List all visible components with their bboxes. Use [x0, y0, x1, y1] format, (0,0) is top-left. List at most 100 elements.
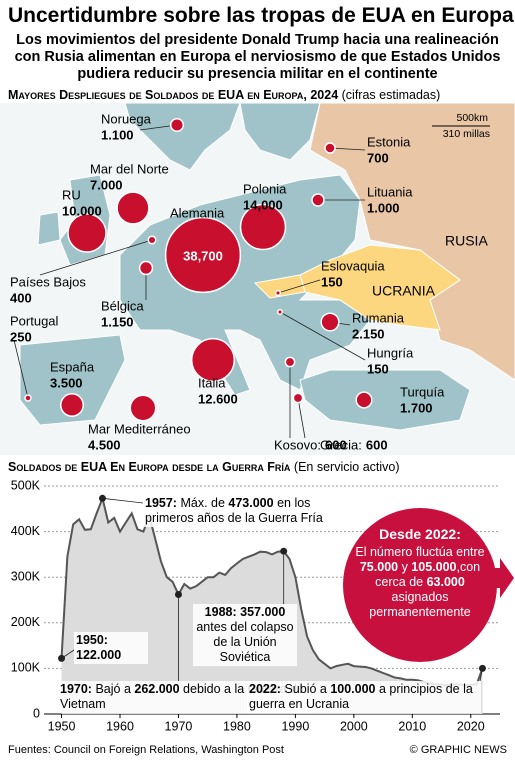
- y-tick-label: 200K: [11, 615, 41, 629]
- map-subtitle: (cifras estimadas): [341, 88, 441, 102]
- scale-label: 310 millas: [443, 128, 490, 140]
- text-part: antes del colapso de la Unión Soviética: [196, 620, 294, 664]
- point-name: Mar Mediterráneo: [88, 421, 191, 436]
- point-value: 600: [325, 437, 347, 452]
- point-value: 150: [367, 361, 389, 376]
- text-part: en los primeros años de la Guerra Fría: [145, 496, 323, 525]
- leader: [13, 339, 29, 399]
- leader: [279, 311, 366, 361]
- point-value: 12.600: [198, 391, 238, 406]
- bubble: [190, 337, 236, 383]
- point-name: Bélgica: [101, 298, 144, 313]
- leader: [277, 279, 321, 294]
- callout-circle: [343, 508, 497, 662]
- annotation: 1950: 122.000: [74, 632, 148, 664]
- text-part: 1957:: [145, 496, 177, 510]
- point-name: Estonia: [367, 134, 411, 149]
- bubble: [116, 191, 150, 225]
- x-tick-label: 2020: [457, 719, 485, 733]
- point-value: 400: [10, 290, 32, 305]
- point-value: 1.000: [367, 200, 400, 215]
- x-tick-label: 1980: [223, 719, 251, 733]
- bubble: [129, 394, 157, 422]
- bubble: [274, 289, 282, 297]
- point-value: 600: [366, 437, 388, 452]
- point-name: Lituania: [367, 184, 413, 199]
- marker: [280, 547, 288, 555]
- marker: [174, 591, 182, 599]
- text-part: 1970:: [60, 682, 92, 696]
- bubble: [276, 308, 284, 316]
- bubble: [311, 193, 325, 207]
- credit: © GRAPHIC NEWS: [409, 744, 507, 756]
- map-label: RUSIA: [445, 233, 488, 249]
- bubble: [324, 142, 336, 154]
- marker: [58, 654, 66, 662]
- bubble: [355, 391, 373, 409]
- map-title: Mayores Despliegues de Soldados de EUA e…: [8, 88, 339, 102]
- point-name: Países Bajos: [10, 274, 86, 289]
- leader: [39, 239, 153, 276]
- annotation: 1957: Máx. de 473.000 en los primeros añ…: [143, 495, 337, 527]
- leader: [297, 397, 306, 439]
- y-tick-label: 500K: [11, 478, 41, 492]
- text-part: 262.000: [134, 682, 180, 696]
- point-name: Polonia: [243, 181, 287, 196]
- text-part: 1950:: [76, 633, 108, 647]
- bubble: [164, 216, 242, 294]
- x-tick-label: 2000: [340, 719, 368, 733]
- point-name: España: [50, 359, 95, 374]
- text-part: 105.000: [411, 560, 457, 574]
- subtitle: Los movimientos del presidente Donald Tr…: [14, 32, 501, 82]
- x-tick-label: 2010: [398, 719, 426, 733]
- text-part: 2022:: [249, 682, 281, 696]
- callout-text: El número fluctúa entre 75.000 y 105.000…: [355, 545, 485, 620]
- map-label: UCRANIA: [372, 283, 436, 299]
- text-part: a principios de la guerra en Ucrania: [249, 682, 473, 711]
- x-tick-label: 1990: [281, 719, 309, 733]
- point-value: 3.500: [50, 375, 83, 390]
- annotation: 2022: Subió a 100.000 a principios de la…: [247, 681, 481, 713]
- point-value: 4.500: [88, 437, 121, 452]
- x-tick-label: 1970: [165, 719, 193, 733]
- point-name: Rumania: [352, 310, 405, 325]
- point-value: 7.000: [90, 177, 123, 192]
- point-value: 38,700: [183, 248, 223, 263]
- bubble: [169, 117, 185, 133]
- y-tick-label: 100K: [11, 661, 41, 675]
- point-name: Eslovaquia: [321, 258, 385, 273]
- scale-label: 500km: [456, 112, 488, 124]
- text-part: asignados permanentemente: [369, 590, 471, 619]
- leader: [102, 497, 144, 504]
- marker: [98, 494, 106, 502]
- point-value: 1.150: [101, 314, 134, 329]
- point-value: 2.150: [352, 326, 385, 341]
- point-value: 700: [367, 150, 389, 165]
- text-part: 473.000: [228, 496, 274, 510]
- text-part: El número fluctúa entre: [355, 545, 485, 559]
- title: Uncertidumbre sobre las tropas de EUA en…: [8, 4, 514, 27]
- bubble: [138, 260, 154, 276]
- point-name: Portugal: [10, 313, 59, 328]
- point-value: 10.000: [62, 203, 102, 218]
- chart-header: Soldados de EUA En Europa desde la Guerr…: [8, 460, 400, 474]
- text-part: 122.000: [76, 648, 122, 662]
- bubble: [67, 213, 107, 253]
- text-part: ,con cerca de: [375, 560, 481, 589]
- point-value: 150: [321, 274, 343, 289]
- text-part: Bajó a: [91, 682, 135, 696]
- point-name: Alemania: [170, 205, 225, 220]
- chart-title: Soldados de EUA En Europa desde la Guerr…: [8, 460, 291, 474]
- bubble: [239, 203, 287, 251]
- y-tick-label: 400K: [11, 524, 41, 538]
- point-name: Turquía: [400, 384, 445, 399]
- text-part: 100.000: [330, 682, 376, 696]
- leader: [329, 147, 366, 151]
- text-part: Máx. de: [176, 496, 229, 510]
- point-value: 1.100: [101, 127, 134, 142]
- text-part: 357.000: [240, 605, 286, 619]
- callout-title: Desde 2022:: [379, 526, 461, 542]
- point-name: Italia: [198, 375, 226, 390]
- y-tick-label: 300K: [11, 569, 41, 583]
